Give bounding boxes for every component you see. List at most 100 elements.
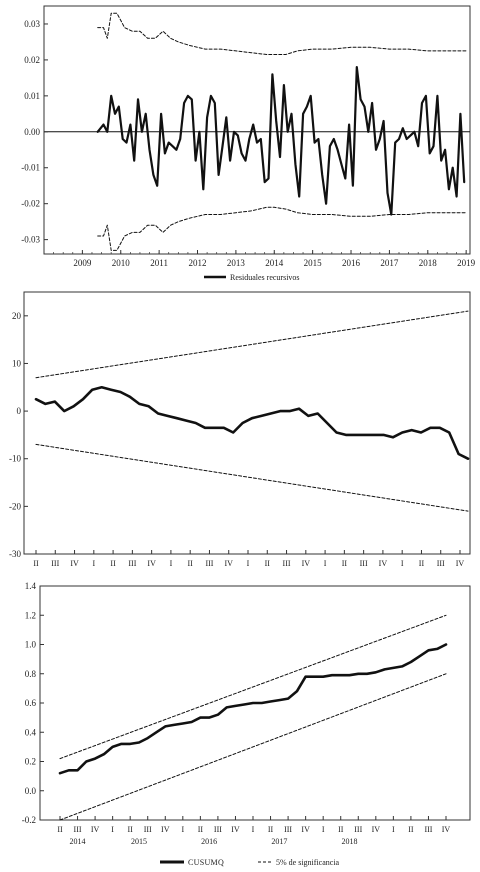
chart3-y-tick-label: 1.4 — [25, 581, 37, 591]
chart2-x-tick-label: III — [283, 559, 291, 568]
chart3-y-tick-label: 0.0 — [25, 786, 37, 796]
cusumq-chart: -0.20.00.20.40.60.81.01.21.4II III IV I II II… — [22, 581, 471, 867]
chart2-x-tick-label: III — [128, 559, 136, 568]
chart3-x-tick-label: I — [392, 825, 395, 834]
chart1-series — [96, 12, 467, 251]
chart1-x-tick-label: 2019 — [457, 258, 476, 268]
chart1-y-tick-label: -0.01 — [21, 163, 40, 173]
chart1-x-tick-label: 2015 — [304, 258, 323, 268]
chart1-x-tick-label: 2010 — [112, 258, 131, 268]
chart2-x-tick-label: I — [247, 559, 250, 568]
chart2-x-tick-label: III — [437, 559, 445, 568]
chart3-year-label: 2018 — [342, 837, 358, 846]
chart2-x-tick-label: II — [33, 559, 39, 568]
chart1-y-tick-label: 0.00 — [24, 127, 40, 137]
chart3-series — [58, 614, 448, 821]
chart2-frame — [23, 291, 471, 555]
chart1-y-tick-label: -0.02 — [21, 199, 40, 209]
chart2-x-tick-label: IV — [225, 559, 234, 568]
chart3-axes: -0.20.00.20.40.60.81.01.21.4II III IV I II II… — [22, 581, 471, 846]
chart3-x-tick-label: I — [181, 825, 184, 834]
legend-label-residuales: Residuales recursivos — [230, 273, 300, 282]
chart1-series-residuales-recursivos — [96, 66, 466, 216]
chart2-series-upper-5 — [35, 310, 469, 379]
chart3-x-tick-label: I — [322, 825, 325, 834]
chart2-x-tick-label: IV — [379, 559, 388, 568]
chart2-x-tick-label: IV — [70, 559, 79, 568]
chart2-x-tick-label: II — [188, 559, 194, 568]
chart3-x-tick-label: II — [57, 825, 63, 834]
chart2-y-tick-label: 10 — [12, 358, 22, 368]
chart1-y-tick-label: 0.02 — [24, 55, 40, 65]
chart2-x-tick-label: III — [360, 559, 368, 568]
chart1-x-tick-label: 2018 — [419, 258, 438, 268]
chart3-x-tick-label: II — [408, 825, 414, 834]
chart3-x-tick-label: II — [338, 825, 344, 834]
chart3-series-lower-5 — [59, 673, 447, 821]
chart1-x-tick-label: 2011 — [150, 258, 168, 268]
chart1-frame — [43, 5, 471, 255]
chart2-x-tick-label: III — [51, 559, 59, 568]
chart3-x-tick-label: III — [284, 825, 292, 834]
chart3-legend: CUSUMQ 5% de significancia — [160, 858, 340, 867]
chart3-x-tick-label: I — [252, 825, 255, 834]
chart3-y-tick-label: -0.2 — [22, 815, 36, 825]
legend-label-cusumq: CUSUMQ — [188, 858, 224, 867]
chart2-series-cusum — [34, 386, 470, 460]
chart2-y-tick-label: 0 — [17, 406, 22, 416]
chart3-x-tick-label: II — [128, 825, 134, 834]
chart2-y-tick-label: -20 — [9, 501, 21, 511]
chart3-year-label: 2014 — [70, 837, 86, 846]
chart2-y-tick-label: -10 — [9, 454, 21, 464]
chart2-x-tick-label: IV — [302, 559, 311, 568]
chart2-x-tick-label: IV — [147, 559, 156, 568]
chart3-x-tick-label: IV — [161, 825, 170, 834]
chart3-x-tick-label: III — [74, 825, 82, 834]
chart1-y-tick-label: 0.01 — [24, 91, 40, 101]
chart2-x-tick-label: IV — [456, 559, 465, 568]
chart2-x-tick-label: II — [265, 559, 271, 568]
chart1-x-tick-label: 2017 — [380, 258, 399, 268]
chart3-year-label: 2015 — [131, 837, 147, 846]
chart3-y-tick-label: 0.6 — [25, 698, 37, 708]
chart3-x-tick-label: II — [268, 825, 274, 834]
chart2-x-tick-label: I — [324, 559, 327, 568]
recursive-residuals-chart: -0.03 -0.02 -0.01 0.00 0.01 0.02 0.03 2009 2010 2… — [21, 5, 476, 282]
chart3-year-label: 2017 — [271, 837, 287, 846]
chart3-x-tick-label: IV — [372, 825, 381, 834]
chart1-x-tick-label: 2013 — [227, 258, 246, 268]
chart1-series-upper-band — [97, 12, 467, 55]
chart2-x-tick-label: I — [92, 559, 95, 568]
chart2-y-tick-label: -30 — [9, 549, 21, 559]
chart2-x-tick-label: I — [170, 559, 173, 568]
chart1-x-tick-label: 2009 — [73, 258, 92, 268]
chart1-x-tick-label: 2016 — [342, 258, 361, 268]
chart1-y-tick-label: 0.03 — [24, 19, 40, 29]
chart3-x-tick-label: III — [214, 825, 222, 834]
chart1-x-tick-label: 2012 — [189, 258, 207, 268]
legend-label-significance: 5% de significancia — [276, 858, 340, 867]
chart3-x-tick-label: IV — [301, 825, 310, 834]
chart3-x-tick-label: IV — [231, 825, 240, 834]
chart3-y-tick-label: 1.0 — [25, 640, 37, 650]
chart2-x-tick-label: II — [342, 559, 348, 568]
chart1-x-tick-label: 2014 — [265, 258, 284, 268]
chart2-series-lower-5 — [35, 443, 469, 512]
chart3-y-tick-label: 0.2 — [25, 757, 36, 767]
chart3-year-label: 2016 — [201, 837, 217, 846]
chart2-series — [34, 310, 470, 512]
chart2-x-tick-label: I — [401, 559, 404, 568]
chart3-series-cusumq — [58, 643, 448, 775]
chart3-x-tick-label: II — [198, 825, 204, 834]
chart1-axes: -0.03 -0.02 -0.01 0.00 0.01 0.02 0.03 2009 2010 2… — [21, 5, 476, 268]
chart2-y-tick-label: 20 — [12, 311, 22, 321]
chart2-x-tick-label: II — [110, 559, 116, 568]
chart3-y-tick-label: 0.4 — [25, 727, 37, 737]
chart3-x-tick-label: IV — [442, 825, 451, 834]
chart3-x-tick-label: IV — [91, 825, 100, 834]
chart2-x-tick-label: III — [205, 559, 213, 568]
chart3-x-tick-label: III — [144, 825, 152, 834]
chart3-series-upper-5 — [59, 614, 447, 760]
